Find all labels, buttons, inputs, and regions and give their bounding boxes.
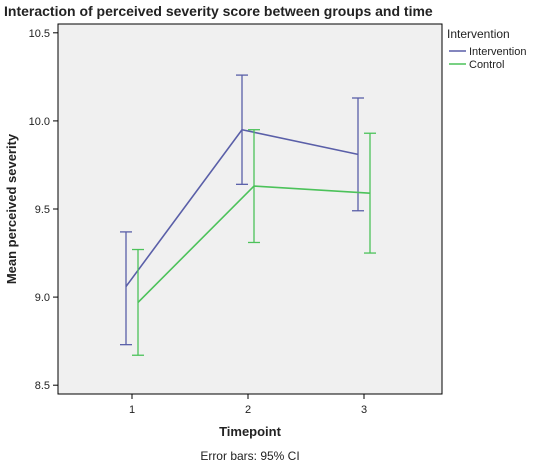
- series-line: [137, 185, 371, 303]
- x-tick-label: 1: [129, 404, 135, 416]
- x-tick-label: 3: [361, 404, 367, 416]
- error-bars-note: Error bars: 95% CI: [200, 449, 299, 463]
- x-axis-label: Timepoint: [219, 424, 282, 439]
- legend-entry: Control: [469, 59, 504, 71]
- legend-title: Intervention: [447, 27, 510, 41]
- y-tick-label: 9.0: [35, 292, 50, 304]
- y-tick-label: 9.5: [35, 204, 50, 216]
- error-bar: [120, 231, 132, 346]
- y-tick-label: 8.5: [35, 380, 50, 392]
- series-control: [132, 129, 376, 356]
- legend-entry: Intervention: [469, 46, 526, 58]
- x-axis: 1 2 3: [129, 394, 367, 416]
- y-axis-label: Mean perceived severity: [4, 133, 19, 284]
- series-line: [125, 128, 359, 287]
- x-tick-label: 2: [245, 404, 251, 416]
- y-tick-label: 10.0: [29, 116, 50, 128]
- y-axis: 8.5 9.0 9.5 10.0 10.5: [29, 28, 58, 392]
- plot-area: [57, 23, 443, 395]
- y-tick-label: 10.5: [29, 28, 50, 40]
- chart-title: Interaction of perceived severity score …: [4, 3, 433, 19]
- series-layer: [120, 74, 376, 356]
